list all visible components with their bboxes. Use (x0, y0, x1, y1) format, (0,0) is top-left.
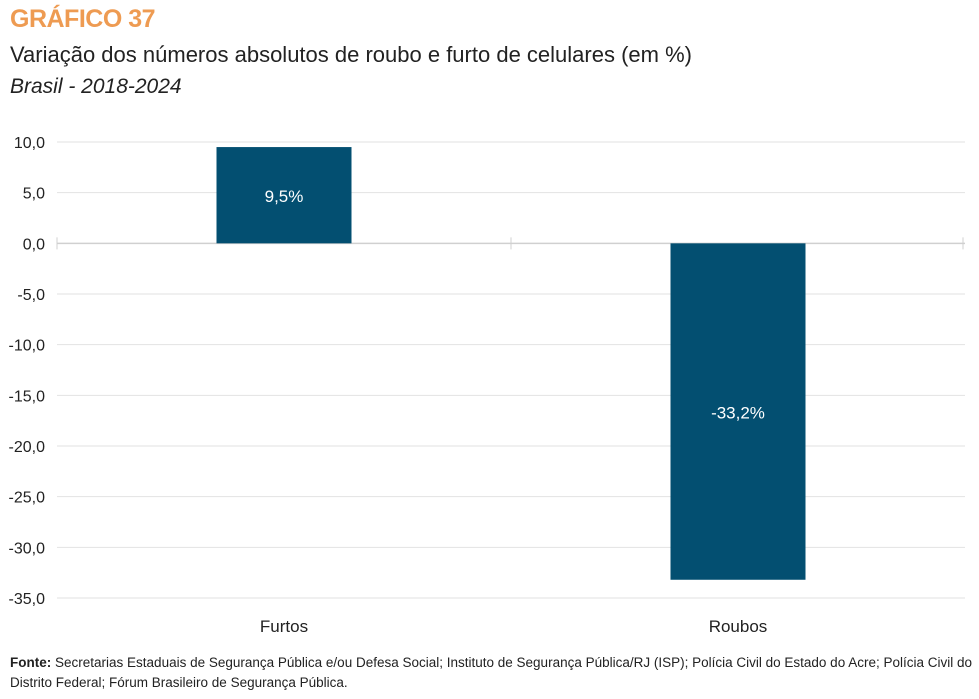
data-label: -33,2% (711, 404, 765, 423)
chart-subtitle: Brasil - 2018-2024 (10, 75, 182, 98)
source-label: Fonte: (10, 655, 52, 670)
y-tick-label: -20,0 (9, 439, 46, 456)
chart-title: Variação dos números absolutos de roubo … (10, 42, 692, 67)
y-tick-label: -5,0 (17, 287, 45, 304)
y-tick-label: -30,0 (9, 540, 46, 557)
y-tick-label: -10,0 (9, 338, 46, 355)
data-label: 9,5% (265, 187, 304, 206)
y-tick-label: -15,0 (9, 388, 46, 405)
y-tick-label: -25,0 (9, 490, 46, 507)
x-category-label: Furtos (260, 617, 308, 636)
bar-furtos (216, 147, 352, 244)
source-note: Fonte: Secretarias Estaduais de Seguranç… (10, 653, 975, 693)
chart-kicker: GRÁFICO 37 (10, 5, 156, 33)
bar-roubos (670, 243, 806, 580)
y-tick-label: 5,0 (23, 186, 45, 203)
x-category-label: Roubos (709, 617, 768, 636)
source-text: Secretarias Estaduais de Segurança Públi… (10, 655, 973, 690)
y-tick-label: 10,0 (14, 135, 45, 152)
bar-chart: 10,0 5,0 0,0 -5,0 -10,0 -15,0 -20,0 -25,0 -30,0 -… (9, 135, 965, 636)
y-tick-label: 0,0 (23, 236, 45, 253)
y-tick-label: -35,0 (9, 591, 46, 608)
